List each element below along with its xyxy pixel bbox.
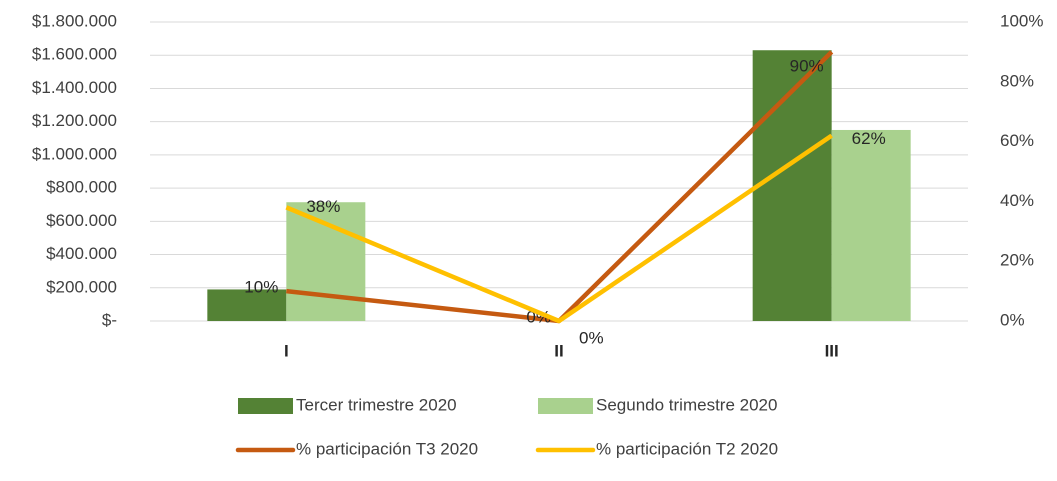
- legend-swatch: [538, 398, 593, 414]
- line: [286, 50, 834, 324]
- y-tick-label: $1.000.000: [32, 144, 117, 163]
- bar: [286, 202, 366, 321]
- bar: [831, 129, 911, 321]
- data-label: 62%: [852, 129, 886, 148]
- y-tick-label: $200.000: [46, 277, 117, 296]
- y-tick-label: $600.000: [46, 211, 117, 230]
- y-tick-label: $1.800.000: [32, 11, 117, 30]
- x-tick-label: II: [554, 341, 563, 360]
- data-label: 0%: [579, 328, 604, 347]
- y-tick-label: $1.400.000: [32, 78, 117, 97]
- y2-tick-label: 0%: [1000, 310, 1025, 329]
- legend-swatch: [238, 398, 293, 414]
- bar: [752, 50, 832, 321]
- y2-tick-label: 40%: [1000, 191, 1034, 210]
- legend-label: Tercer trimestre 2020: [296, 395, 457, 414]
- y2-tick-label: 100%: [1000, 11, 1043, 30]
- y-tick-label: $1.600.000: [32, 45, 117, 64]
- x-tick-label: I: [284, 341, 289, 360]
- y2-tick-label: 80%: [1000, 71, 1034, 90]
- y-tick-label: $1.200.000: [32, 111, 117, 130]
- data-label: 90%: [790, 56, 824, 75]
- y-tick-label: $800.000: [46, 178, 117, 197]
- x-tick-label: III: [825, 341, 839, 360]
- bar: [207, 289, 287, 321]
- data-label: 10%: [244, 278, 278, 297]
- y-tick-label: $-: [102, 310, 117, 329]
- y-tick-label: $400.000: [46, 244, 117, 263]
- y2-tick-label: 60%: [1000, 131, 1034, 150]
- line: [285, 133, 833, 324]
- y2-tick-label: 20%: [1000, 251, 1034, 270]
- legend-label: % participación T2 2020: [596, 439, 778, 458]
- data-label: 38%: [306, 197, 340, 216]
- legend-label: % participación T3 2020: [296, 439, 478, 458]
- legend-label: Segundo trimestre 2020: [596, 395, 777, 414]
